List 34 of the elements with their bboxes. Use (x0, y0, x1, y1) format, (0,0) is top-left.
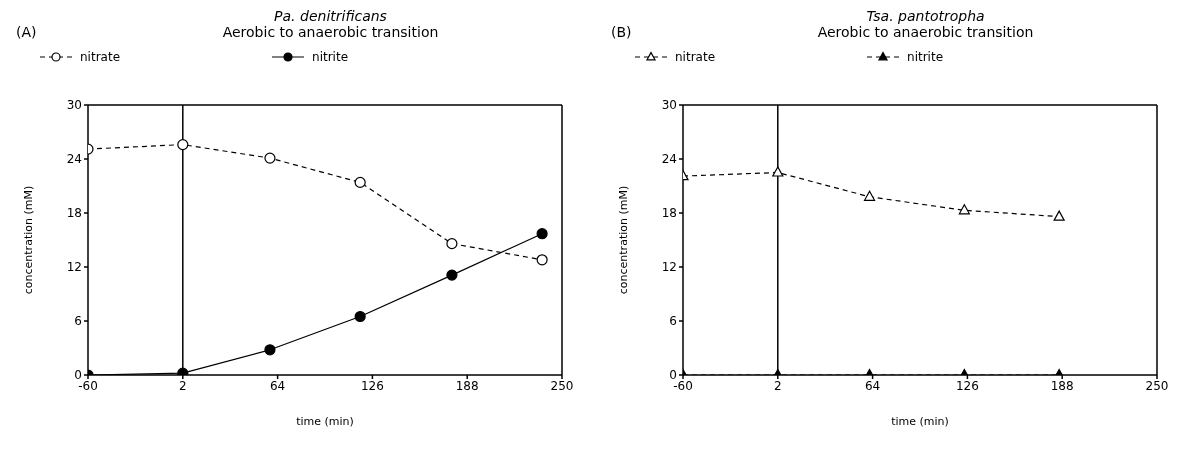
x-tick-label: 188 (1050, 378, 1074, 393)
y-tick-label: 12 (661, 260, 677, 275)
y-tick-label: 30 (661, 98, 677, 113)
chart-title: Tsa. pantotropha (865, 8, 986, 24)
legend-label: nitrite (907, 50, 944, 64)
x-tick-label: 126 (360, 378, 384, 393)
x-axis-title: time (min) (891, 415, 949, 428)
y-tick-label: 18 (66, 206, 82, 221)
chart-title: Pa. denitrificans (273, 8, 388, 24)
chart-subtitle: Aerobic to anaerobic transition (222, 24, 439, 40)
y-tick-label: 6 (74, 314, 82, 329)
text: (A) (16, 24, 37, 40)
y-tick-label: 18 (661, 206, 677, 221)
x-tick-label: 188 (455, 378, 479, 393)
y-tick-label: 6 (669, 314, 677, 329)
x-tick-label: 64 (269, 378, 286, 393)
y-axis-title: concentration (mM) (616, 185, 630, 295)
chart-subtitle: Aerobic to anaerobic transition (817, 24, 1034, 40)
y-tick-label: 30 (66, 98, 82, 113)
legend-label: nitrate (80, 50, 121, 64)
y-axis-title: concentration (mM) (21, 185, 35, 295)
x-tick-label: 250 (550, 378, 574, 393)
x-tick-label: 2 (178, 378, 187, 393)
legend-label: nitrate (675, 50, 716, 64)
legend-label: nitrite (312, 50, 349, 64)
y-tick-label: 24 (661, 152, 677, 167)
text: (B) (611, 24, 632, 40)
x-tick-label: 2 (773, 378, 782, 393)
y-tick-label: 12 (66, 260, 82, 275)
x-axis-title: time (min) (296, 415, 354, 428)
x-tick-label: 250 (1145, 378, 1169, 393)
x-tick-label: 64 (864, 378, 881, 393)
x-tick-label: 126 (955, 378, 979, 393)
y-tick-label: 24 (66, 152, 82, 167)
